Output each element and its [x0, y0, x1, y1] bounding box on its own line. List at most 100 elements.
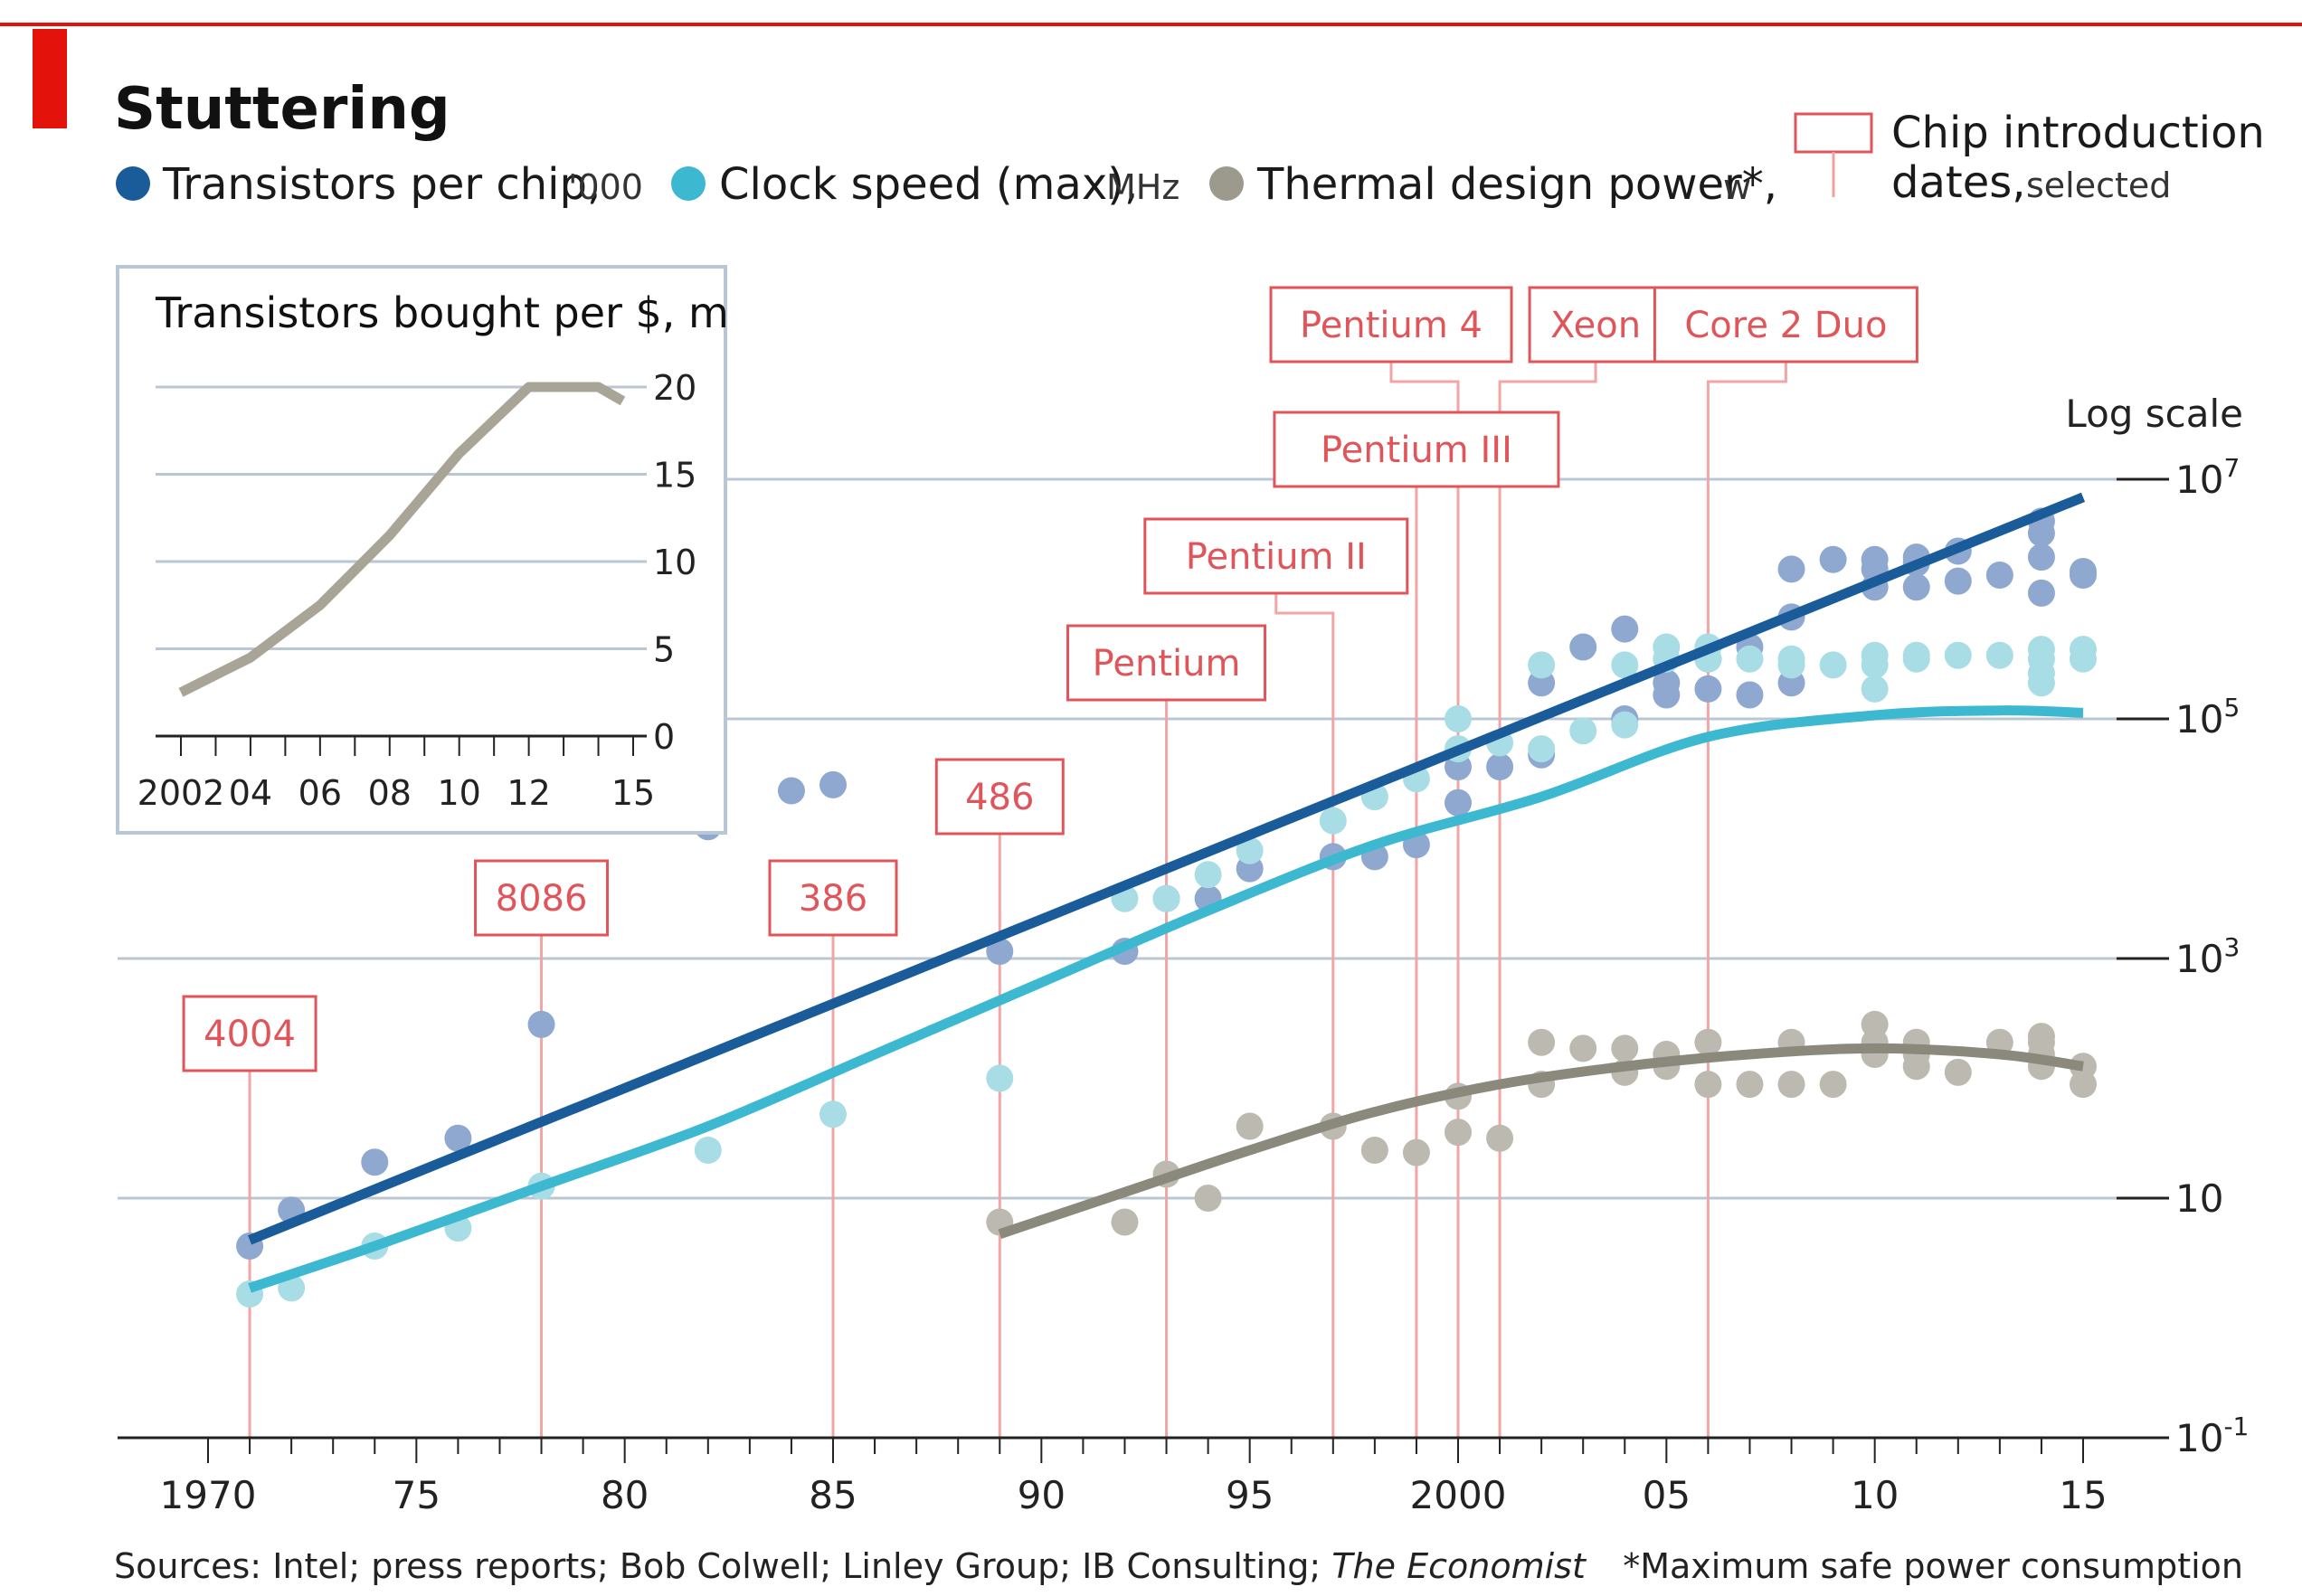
chip-legend-line2-rest: selected — [2026, 165, 2171, 205]
inset-x-axis: 2002 04 06 08 10 12 15 — [137, 734, 655, 813]
y-axis: 10-1 10 103 105 107 — [2117, 453, 2249, 1460]
transistors-point — [1694, 675, 1722, 703]
chip-label: Pentium 4 — [1300, 305, 1483, 346]
x-tick-label: 85 — [809, 1473, 857, 1517]
transistors-point — [819, 770, 847, 798]
clock-point — [1528, 735, 1556, 763]
chip-box — [768, 859, 898, 937]
inset-y-tick-label: 10 — [653, 543, 696, 582]
power-trend-line — [998, 1043, 2084, 1239]
chip-stem — [1274, 593, 1335, 1438]
x-tick-label: 05 — [1643, 1473, 1691, 1517]
legend-clock-label: Clock speed (max), — [719, 159, 1138, 210]
clock-point — [1777, 645, 1805, 673]
legend-clock-unit: MHz — [1106, 167, 1179, 207]
inset-x-tick-label: 15 — [611, 773, 655, 813]
clock-point — [1611, 651, 1639, 679]
chip-legend-line1: Chip introduction — [1891, 108, 2265, 158]
transistors-point — [1902, 573, 1930, 601]
clock-point — [1236, 836, 1264, 864]
log-scale-label: Log scale — [2065, 392, 2243, 436]
power-point — [1236, 1112, 1264, 1140]
clock-point — [986, 1064, 1014, 1092]
transistors-point — [2070, 558, 2097, 586]
footnote: *Maximum safe power consumption — [1623, 1546, 2243, 1586]
chip-stem — [1706, 362, 1787, 1438]
clock-point — [1861, 641, 1889, 669]
x-axis: 1970 75 80 85 90 95 2000 05 10 15 — [118, 1436, 2169, 1517]
inset-line — [178, 382, 626, 697]
chip-label: Pentium II — [1186, 536, 1367, 578]
transistors-point — [2027, 579, 2055, 607]
clock-point — [1819, 651, 1847, 679]
transistors-point — [1569, 633, 1597, 661]
transistors-point — [1777, 555, 1805, 583]
power-point — [1861, 1010, 1889, 1038]
power-point — [1402, 1138, 1430, 1166]
clock-point — [1569, 717, 1597, 745]
power-point — [1611, 1034, 1639, 1062]
transistors-point — [1445, 789, 1472, 817]
chip-label: 386 — [799, 878, 867, 920]
chip-stem — [1389, 362, 1460, 1438]
chip-box — [1269, 286, 1513, 364]
power-point — [1194, 1185, 1222, 1212]
power-point — [2027, 1023, 2055, 1051]
chip-label: 4004 — [204, 1014, 296, 1055]
transistors-point — [1985, 562, 2013, 589]
power-point — [1944, 1058, 1972, 1086]
inset-y-tick-label: 0 — [653, 717, 675, 757]
chip-box — [182, 995, 317, 1072]
transistors-point — [1944, 567, 1972, 595]
chip-label: Pentium III — [1321, 430, 1512, 471]
transistors-point — [2027, 543, 2055, 571]
clock-point — [1194, 861, 1222, 889]
transistors-point — [527, 1010, 555, 1038]
transistors-point — [777, 777, 805, 805]
legend-dot-transistors — [116, 166, 150, 201]
chip-markers — [248, 362, 1787, 1438]
inset-x-tick-label: 08 — [368, 773, 412, 813]
chip-label: Pentium — [1093, 643, 1241, 685]
chip-label: 486 — [965, 777, 1034, 818]
power-point — [1528, 1028, 1556, 1056]
chip-box — [1528, 286, 1663, 364]
power-point — [1486, 1124, 1514, 1152]
legend-power-unit: w — [1723, 167, 1751, 207]
transistors-point — [444, 1124, 472, 1152]
power-point — [1736, 1071, 1764, 1099]
chip-box — [474, 859, 610, 937]
inset-gridlines: 0 5 10 15 20 — [156, 368, 696, 757]
clock-point — [1528, 651, 1556, 679]
clock-point — [1861, 675, 1889, 703]
chip-box — [1066, 624, 1267, 702]
x-tick-label: 10 — [1851, 1473, 1899, 1517]
red-tag — [33, 29, 67, 128]
chip-labels: 4004 8086 386 486 Pentium Pentium II Pentium I… — [182, 286, 1918, 1072]
transistors-point — [1486, 753, 1514, 780]
inset-x-tick-label: 10 — [438, 773, 481, 813]
inset-x-tick-label: 04 — [229, 773, 272, 813]
legend-power-label: Thermal design power*, — [1256, 159, 1777, 210]
transistors-trend-line — [248, 492, 2086, 1245]
x-tick-label: 2000 — [1410, 1473, 1507, 1517]
chip-box — [934, 758, 1065, 836]
power-points — [986, 1010, 2097, 1236]
x-tick-label: 75 — [393, 1473, 441, 1517]
chip-box — [1653, 286, 1918, 364]
clock-point — [1319, 807, 1347, 835]
chip-label: Core 2 Duo — [1684, 305, 1887, 346]
inset-frame — [116, 265, 727, 835]
clock-point — [2070, 636, 2097, 664]
x-tick-label: 1970 — [160, 1473, 257, 1517]
chip-label: 8086 — [496, 878, 588, 920]
clock-point — [2027, 636, 2055, 664]
inset-chart: Transistors bought per $, m 0 5 10 15 20 200… — [116, 265, 729, 835]
y-tick-label: 103 — [2175, 932, 2240, 981]
inset-title: Transistors bought per $, m — [155, 288, 729, 337]
power-point — [1819, 1071, 1847, 1099]
power-point — [1694, 1028, 1722, 1056]
x-tick-label: 15 — [2059, 1473, 2107, 1517]
inset-x-tick-label: 12 — [507, 773, 550, 813]
